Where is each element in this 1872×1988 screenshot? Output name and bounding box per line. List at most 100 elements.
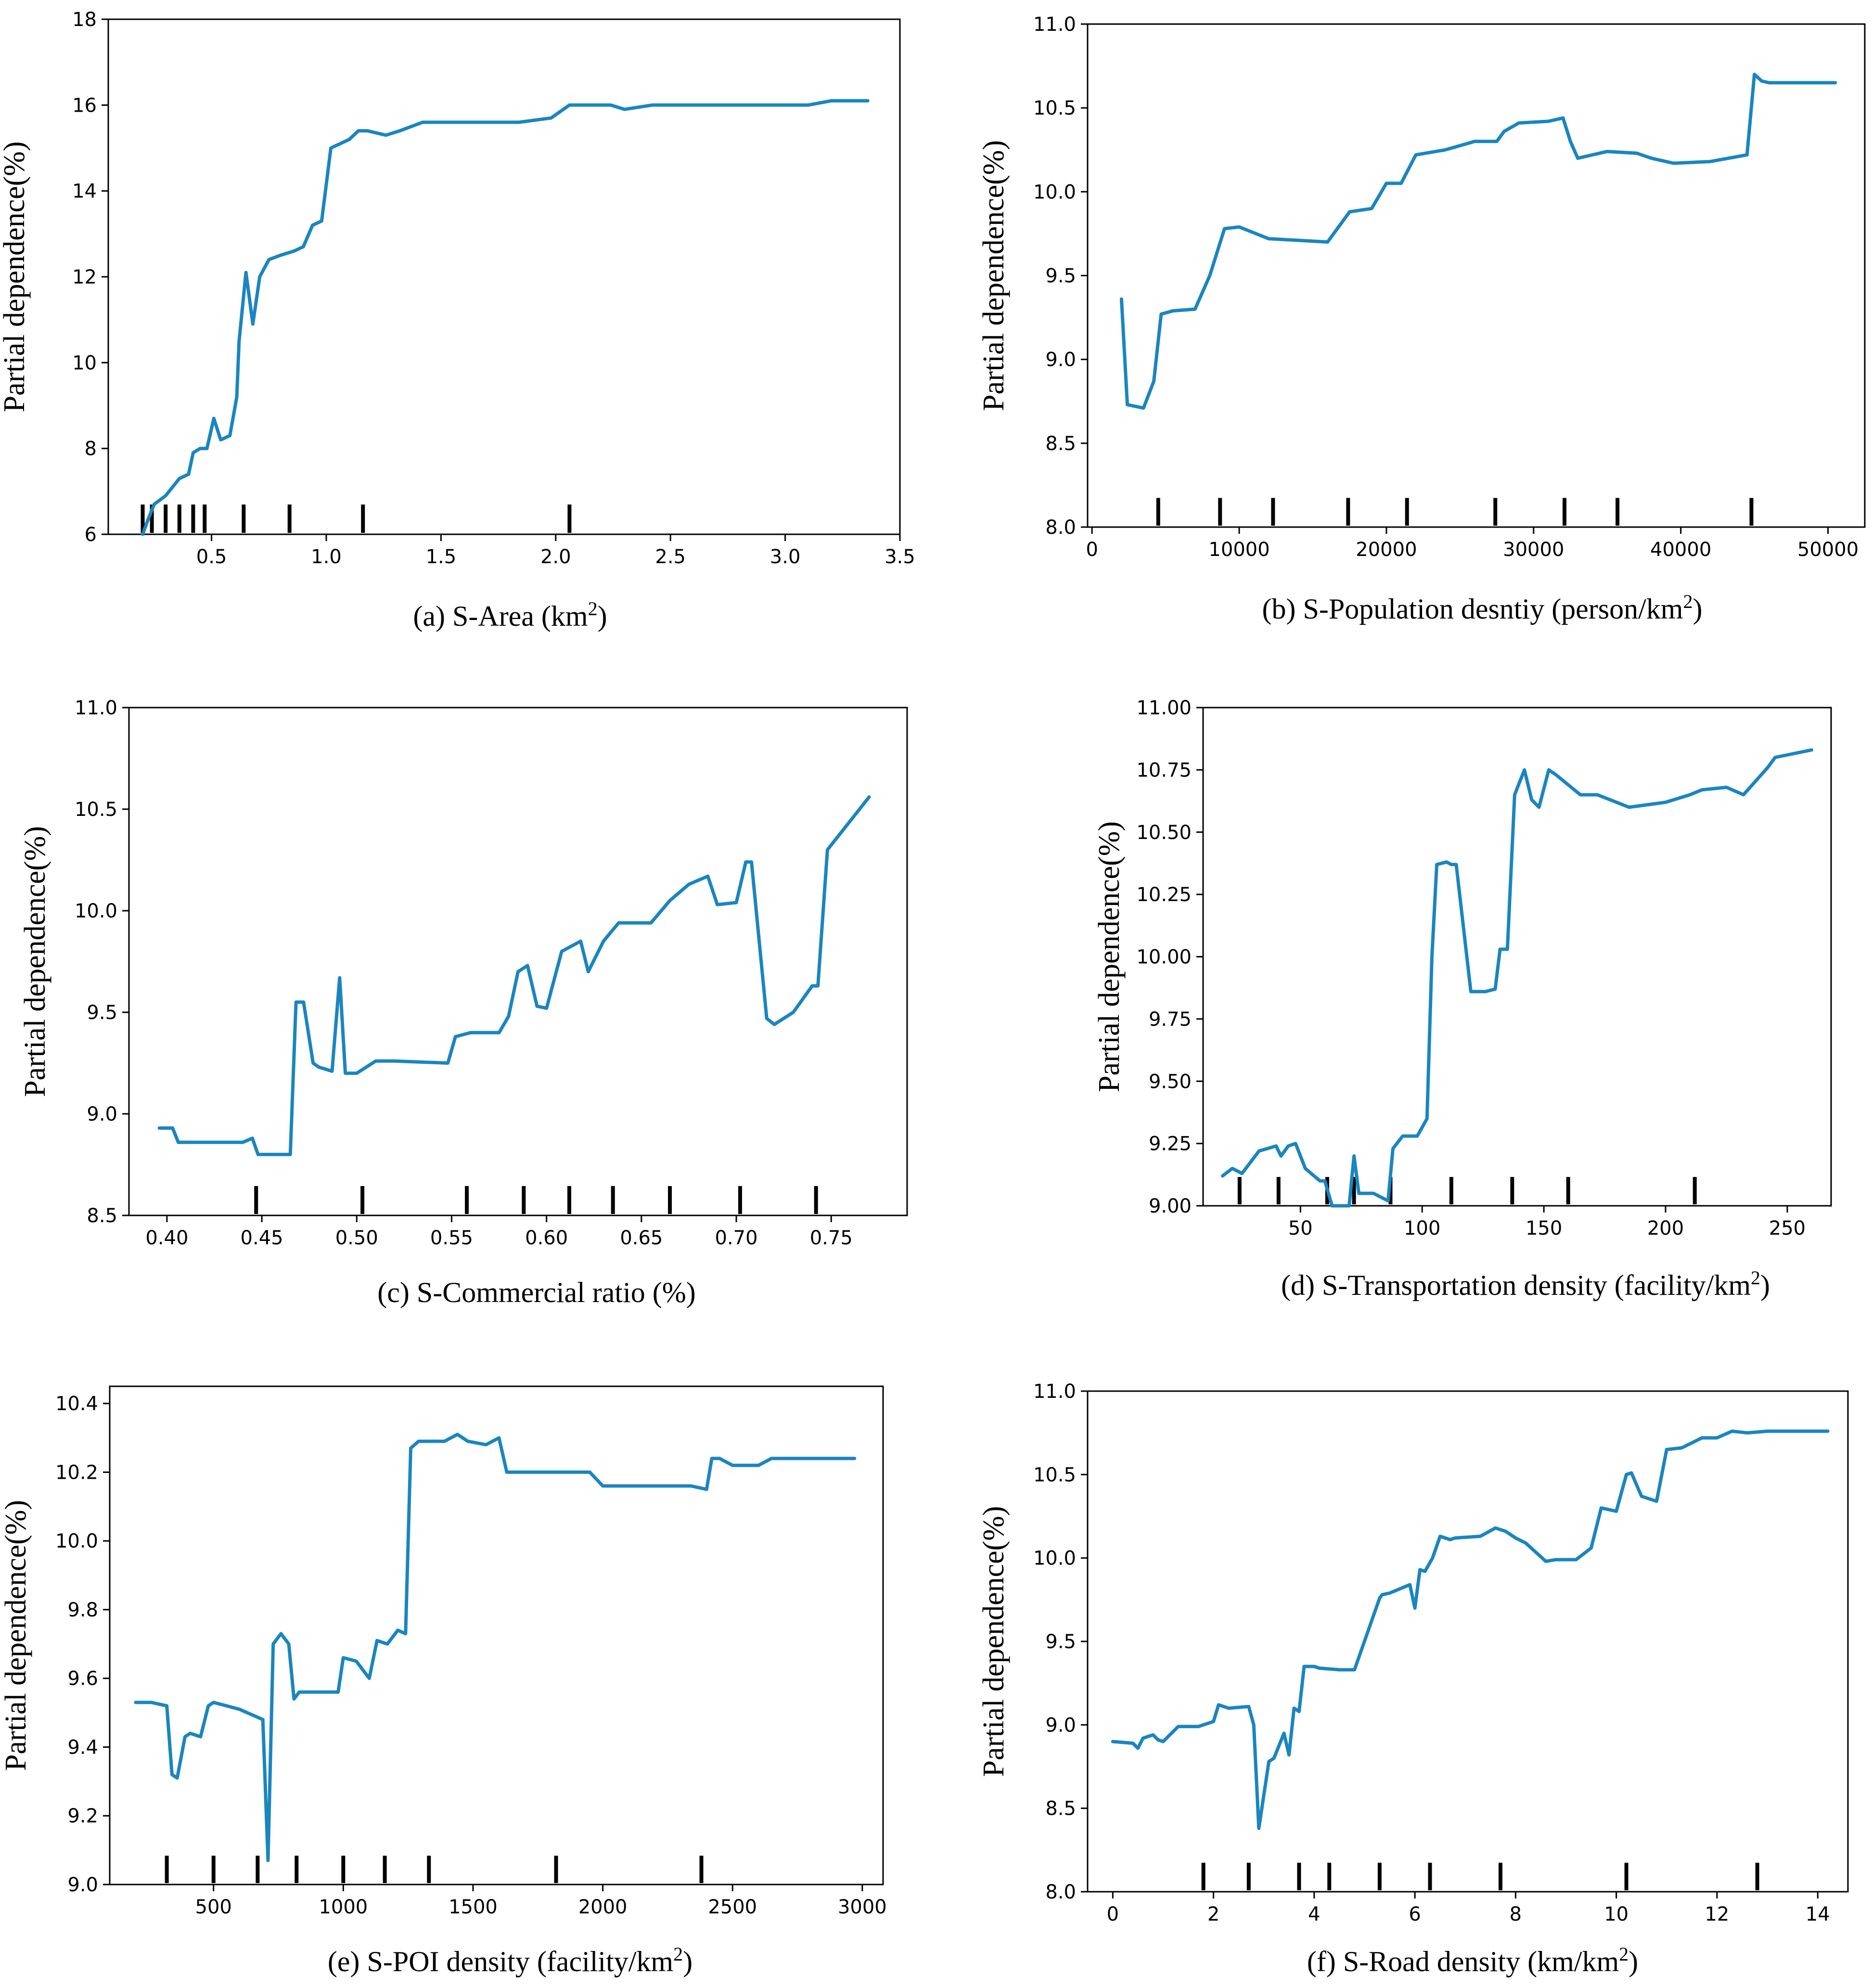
panel-caption: (f) S-Road density (km/km2) (1307, 1943, 1638, 1977)
x-tick-label: 14 (1806, 1903, 1830, 1925)
y-axis-label: Partial dependence(%) (1093, 821, 1126, 1092)
x-tick-label: 12 (1705, 1903, 1729, 1925)
partial-dependence-line (157, 795, 871, 1156)
x-tick-label: 0 (1107, 1903, 1119, 1925)
x-tick-label: 10000 (1208, 539, 1269, 561)
y-tick-label: 10.75 (1136, 759, 1192, 781)
x-tick-label: 150 (1526, 1217, 1562, 1239)
x-tick-label: 10 (1604, 1903, 1628, 1925)
x-tick-label: 4 (1308, 1903, 1320, 1925)
x-tick-label: 3.5 (885, 546, 915, 568)
x-tick-label: 8 (1510, 1903, 1522, 1925)
x-tick-label: 1000 (319, 1896, 368, 1918)
panel-d: 50 100 150 200 250 9.00 9.25 9.50 9.75 10.00 10.25… (1093, 697, 1832, 1301)
y-tick-label: 10.0 (75, 900, 117, 922)
y-tick-label: 9.0 (67, 1874, 98, 1896)
x-tick-label: 500 (195, 1896, 232, 1918)
x-tick-label: 0.45 (241, 1227, 283, 1249)
x-tick-label: 3000 (838, 1896, 887, 1918)
y-tick-label: 9.00 (1149, 1195, 1192, 1217)
y-tick-label: 9.5 (1045, 265, 1076, 287)
panel-caption: (a) S-Area (km2) (413, 598, 607, 632)
x-tick-label: 0.70 (715, 1227, 758, 1249)
x-tick-label: 0.60 (525, 1227, 568, 1249)
y-tick-label: 12 (72, 266, 97, 288)
y-tick-label: 14 (72, 181, 97, 203)
y-tick-label: 11.0 (1033, 13, 1076, 36)
y-tick-label: 9.2 (67, 1805, 98, 1827)
y-tick-label: 9.6 (67, 1668, 98, 1690)
x-tick-label: 30000 (1503, 539, 1564, 561)
y-tick-label: 10.2 (55, 1461, 98, 1484)
partial-dependence-line (1119, 73, 1837, 410)
axes-frame (109, 1385, 884, 1885)
partial-dependence-line (1221, 748, 1813, 1208)
x-tick-label: 1.0 (311, 546, 342, 568)
x-tick-label: 0.65 (620, 1227, 663, 1249)
x-tick-label: 1.5 (426, 546, 457, 568)
y-axis-label: Partial dependence(%) (0, 1500, 32, 1771)
y-tick-label: 10.5 (1033, 1464, 1076, 1486)
axes-frame (107, 18, 901, 535)
y-tick-label: 10.4 (55, 1393, 98, 1415)
y-tick-label: 9.5 (87, 1002, 117, 1024)
x-tick-label: 0.75 (810, 1227, 853, 1249)
x-tick-label: 50000 (1797, 539, 1859, 561)
panel-caption: (b) S-Population desntiy (person/km2) (1262, 591, 1703, 625)
y-tick-label: 8.5 (87, 1205, 117, 1227)
x-tick-label: 100 (1404, 1217, 1440, 1239)
y-tick-label: 11.0 (75, 697, 117, 719)
y-tick-label: 11.0 (1033, 1381, 1076, 1403)
x-tick-label: 0.40 (145, 1227, 188, 1249)
y-tick-label: 8.0 (1045, 516, 1076, 539)
x-tick-label: 1500 (449, 1896, 498, 1918)
x-tick-label: 0.5 (196, 546, 227, 568)
partial-dependence-line (1111, 1429, 1830, 1830)
x-tick-label: 2 (1207, 1903, 1219, 1925)
y-tick-label: 8.5 (1045, 433, 1076, 455)
axes-frame (1202, 707, 1832, 1207)
panel-caption: (d) S-Transportation density (facility/k… (1281, 1267, 1770, 1301)
panel-f: 0 2 4 6 8 10 12 14 8.0 8.5 9.0 9.5 10.0 10.5 11.0 Parti… (977, 1381, 1849, 1977)
y-tick-label: 10.50 (1136, 822, 1192, 844)
y-tick-label: 10.5 (75, 799, 117, 821)
y-axis-label: Partial dependence(%) (977, 140, 1010, 411)
y-tick-label: 10.0 (1033, 1548, 1076, 1570)
y-tick-label: 9.25 (1149, 1133, 1192, 1155)
y-axis-label: Partial dependence(%) (0, 142, 31, 413)
x-tick-label: 200 (1647, 1217, 1684, 1239)
y-tick-label: 9.75 (1149, 1008, 1192, 1031)
x-tick-label: 2.0 (540, 546, 571, 568)
x-tick-label: 2.5 (655, 546, 686, 568)
y-tick-label: 18 (72, 9, 97, 31)
panel-caption: (e) S-POI density (facility/km2) (328, 1943, 692, 1977)
y-tick-label: 9.50 (1149, 1071, 1192, 1093)
y-tick-label: 9.8 (67, 1599, 98, 1621)
y-tick-label: 8 (85, 438, 97, 460)
y-tick-label: 10.0 (1033, 181, 1076, 203)
y-tick-label: 9.5 (1045, 1631, 1076, 1653)
y-tick-label: 10.00 (1136, 946, 1192, 968)
y-tick-label: 9.4 (67, 1736, 98, 1758)
x-tick-label: 0 (1086, 539, 1098, 561)
y-tick-label: 9.0 (1045, 1714, 1076, 1736)
x-tick-label: 6 (1409, 1903, 1421, 1925)
x-tick-label: 0.55 (430, 1227, 473, 1249)
y-tick-label: 8.5 (1045, 1798, 1076, 1820)
panel-a: 0.5 1.0 1.5 2.0 2.5 3.0 3.5 6 8 10 12 14 16 18 Partial… (0, 9, 915, 632)
axes-frame (1087, 1390, 1849, 1893)
y-tick-label: 6 (85, 524, 97, 546)
x-tick-label: 20000 (1356, 539, 1417, 561)
y-axis-label: Partial dependence(%) (977, 1506, 1010, 1777)
x-tick-label: 0.50 (335, 1227, 378, 1249)
y-tick-label: 10 (72, 352, 97, 374)
y-tick-label: 16 (72, 94, 97, 116)
panel-b: 0 10000 20000 30000 40000 50000 8.0 8.5 9.0 9.5 10… (977, 13, 1866, 625)
x-tick-label: 250 (1769, 1217, 1806, 1239)
y-axis-label: Partial dependence(%) (19, 826, 51, 1097)
y-tick-label: 8.0 (1045, 1881, 1076, 1903)
panel-caption: (c) S-Commercial ratio (%) (377, 1277, 695, 1308)
y-tick-label: 10.25 (1136, 884, 1192, 906)
x-tick-label: 3.0 (770, 546, 801, 568)
